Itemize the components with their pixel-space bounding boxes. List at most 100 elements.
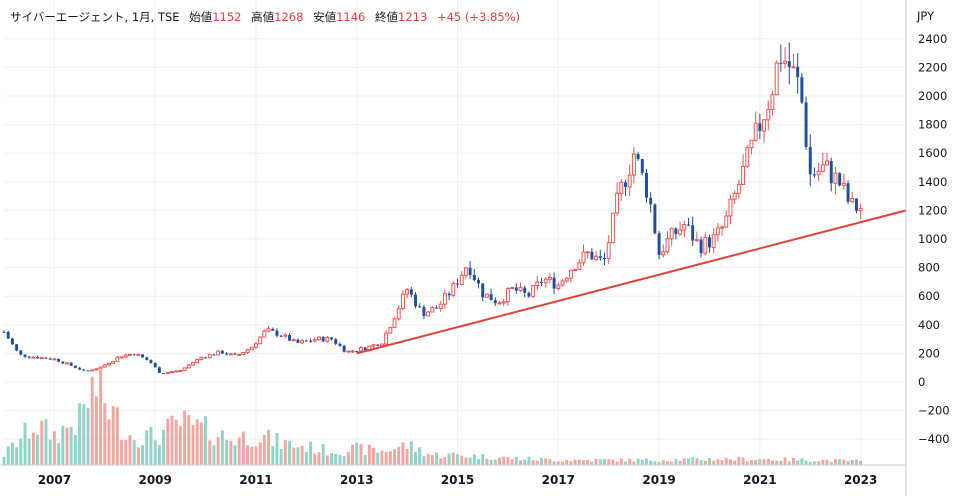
candle-body [527,292,531,297]
volume-bar [632,461,636,465]
volume-bar [61,425,65,465]
y-tick-label: 1200 [918,203,947,217]
candle-body [19,350,23,355]
volume-bar [258,442,262,465]
candle-body [535,281,540,287]
volume-bar [229,440,233,465]
volume-bar [451,452,455,465]
volume-bar [153,440,157,465]
candle-body [190,362,195,366]
volume-bar [288,440,292,465]
volume-bar [90,376,94,465]
candle-body [52,358,57,361]
x-tick-label: 2015 [441,473,474,487]
volume-bar [565,460,569,465]
candle-body [770,94,775,111]
candle-body [271,328,275,331]
volume-bar [149,426,153,465]
volume-bar [548,459,552,465]
volume-bar [544,458,548,465]
candle-body [619,181,624,194]
volume-bar [624,461,627,465]
candle-body [720,226,725,229]
volume-bar [157,445,161,465]
candle-body [426,311,431,317]
candle-body [585,251,590,254]
y-tick-label: 200 [918,346,940,360]
candle-body [711,234,716,248]
volume-bar [607,459,611,465]
volume-bar [115,407,119,465]
candle-body [766,109,771,121]
candle-body [300,340,305,344]
candle-body [102,364,107,368]
candle-body [212,354,216,356]
volume-bar [796,460,800,465]
volume-bar [132,440,136,465]
candle-body [804,102,808,147]
candle-body [552,277,556,289]
volume-bar [317,452,321,465]
support-trendline[interactable] [356,209,907,355]
candle-body [493,300,497,304]
legend-high-value: 1268 [274,10,304,24]
candle-body [418,306,422,308]
legend-low-value: 1146 [336,10,366,24]
candle-body [233,353,237,355]
candle-body [23,354,27,357]
candle-body [505,288,510,303]
candle-body [338,343,342,346]
volume-bar [745,461,749,465]
volume-bar [128,435,132,465]
grid-lines [4,0,906,465]
volume-bar [204,416,208,465]
volume-bar [724,457,728,465]
volume-bar [82,404,86,465]
volume-bar [556,461,560,465]
candle-body [48,358,52,360]
candle-body [627,174,632,188]
legend-open-label: 始値 [189,10,213,24]
candle-body [358,347,363,352]
volume-bar [456,454,459,465]
volume-bar [699,459,703,465]
candle-body [640,159,644,173]
volume-bar [174,419,178,465]
candle-body [669,227,674,240]
volume-bar [859,460,863,465]
volume-bar [460,455,464,465]
volume-bar [800,458,804,465]
candle-body [44,357,48,359]
candle-body [624,182,627,187]
candle-body [577,262,582,271]
candle-body [472,275,476,280]
candle-body [564,277,569,282]
volume-bar [145,430,149,465]
volume-bar [498,457,501,465]
candle-body [514,287,518,291]
candle-body [388,326,393,334]
candle-body [249,346,254,351]
volume-bar [628,458,632,465]
candle-body [199,356,204,360]
trendline[interactable] [356,209,907,355]
candle-body [204,357,208,359]
candle-body [850,197,855,203]
volume-bar [136,447,140,465]
candle-body [288,334,292,341]
candle-body [523,287,527,293]
legend-close-value: 1213 [398,10,428,24]
volume-bar [741,457,745,465]
volume-bar [418,447,422,465]
candle-body [178,370,183,373]
volume-bar [212,445,216,465]
volume-bar [405,448,409,465]
candle-body [379,343,384,347]
volume-bar [649,460,653,465]
volume-bar [195,419,199,465]
candle-body [547,277,552,280]
candle-body [715,227,720,236]
candle-body [409,289,413,295]
